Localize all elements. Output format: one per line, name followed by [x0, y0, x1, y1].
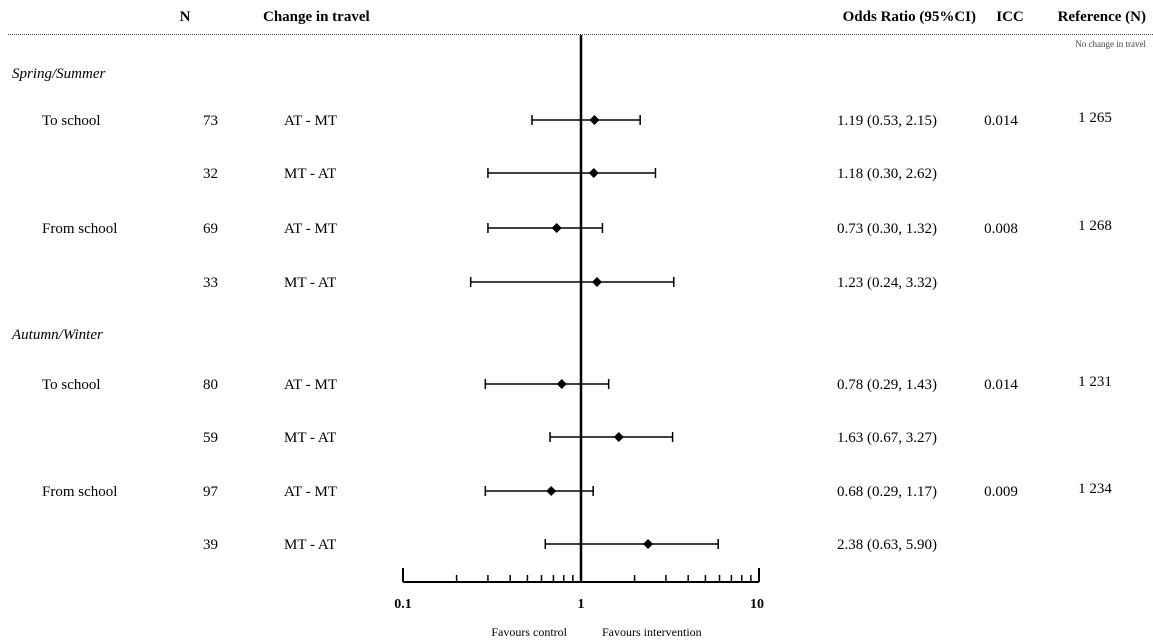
header-change-in-travel: Change in travel — [263, 9, 370, 25]
row-reference-value: 1 268 — [1078, 218, 1112, 234]
row-odds-ratio-text: 2.38 (0.63, 5.90) — [837, 537, 937, 553]
row-change-label: MT - AT — [284, 430, 336, 446]
odds-ratio-point — [589, 115, 600, 125]
row-group-label: To school — [42, 377, 101, 393]
row-n-value: 32 — [203, 166, 218, 182]
table-rows: To school 73 AT - MT 1.19 (0.53, 2.15) 0.014… — [42, 110, 1112, 553]
row-n-value: 97 — [203, 484, 219, 500]
plot-marks — [469, 35, 719, 582]
odds-ratio-point — [613, 432, 624, 442]
row-group-label: From school — [42, 221, 117, 237]
favours-control-label: Favours control — [491, 625, 567, 639]
favours-intervention-label: Favours intervention — [602, 625, 702, 639]
row-odds-ratio-text: 0.78 (0.29, 1.43) — [837, 377, 937, 393]
x-tick-label: 10 — [750, 597, 764, 612]
row-group-label: To school — [42, 113, 101, 129]
row-icc-value: 0.009 — [984, 484, 1018, 500]
odds-ratio-point — [592, 277, 603, 287]
row-change-label: MT - AT — [284, 275, 336, 291]
section-label-autumn-winter: Autumn/Winter — [11, 327, 103, 343]
row-odds-ratio-text: 0.68 (0.29, 1.17) — [837, 484, 937, 500]
row-change-label: MT - AT — [284, 537, 336, 553]
row-icc-value: 0.008 — [984, 221, 1018, 237]
x-tick-label: 0.1 — [394, 597, 412, 612]
row-odds-ratio-text: 1.19 (0.53, 2.15) — [837, 113, 937, 129]
row-icc-value: 0.014 — [984, 113, 1018, 129]
row-change-label: AT - MT — [284, 113, 337, 129]
row-change-label: AT - MT — [284, 377, 337, 393]
reference-subtitle: No change in travel — [1075, 39, 1146, 49]
header-n: N — [180, 9, 191, 25]
row-group-label: From school — [42, 484, 117, 500]
row-n-value: 80 — [203, 377, 218, 393]
row-reference-value: 1 231 — [1078, 374, 1112, 390]
row-n-value: 69 — [203, 221, 218, 237]
header-odds-ratio: Odds Ratio (95%CI) — [843, 9, 976, 25]
odds-ratio-point — [643, 539, 654, 549]
row-n-value: 39 — [203, 537, 218, 553]
row-odds-ratio-text: 1.23 (0.24, 3.32) — [837, 275, 937, 291]
row-change-label: MT - AT — [284, 166, 336, 182]
x-axis — [402, 568, 760, 583]
row-n-value: 73 — [203, 113, 218, 129]
row-n-value: 59 — [203, 430, 218, 446]
header-reference: Reference (N) — [1058, 9, 1146, 25]
row-odds-ratio-text: 1.18 (0.30, 2.62) — [837, 166, 937, 182]
row-odds-ratio-text: 0.73 (0.30, 1.32) — [837, 221, 937, 237]
row-change-label: AT - MT — [284, 484, 337, 500]
odds-ratio-point — [551, 223, 562, 233]
header-icc: ICC — [996, 9, 1024, 25]
row-icc-value: 0.014 — [984, 377, 1018, 393]
odds-ratio-point — [546, 486, 557, 496]
odds-ratio-point — [588, 168, 599, 178]
row-reference-value: 1 234 — [1078, 481, 1112, 497]
row-n-value: 33 — [203, 275, 218, 291]
odds-ratio-point — [556, 379, 567, 389]
x-tick-label: 1 — [578, 597, 585, 612]
row-change-label: AT - MT — [284, 221, 337, 237]
row-reference-value: 1 265 — [1078, 110, 1112, 126]
row-odds-ratio-text: 1.63 (0.67, 3.27) — [837, 430, 937, 446]
section-label-spring-summer: Spring/Summer — [12, 66, 105, 82]
